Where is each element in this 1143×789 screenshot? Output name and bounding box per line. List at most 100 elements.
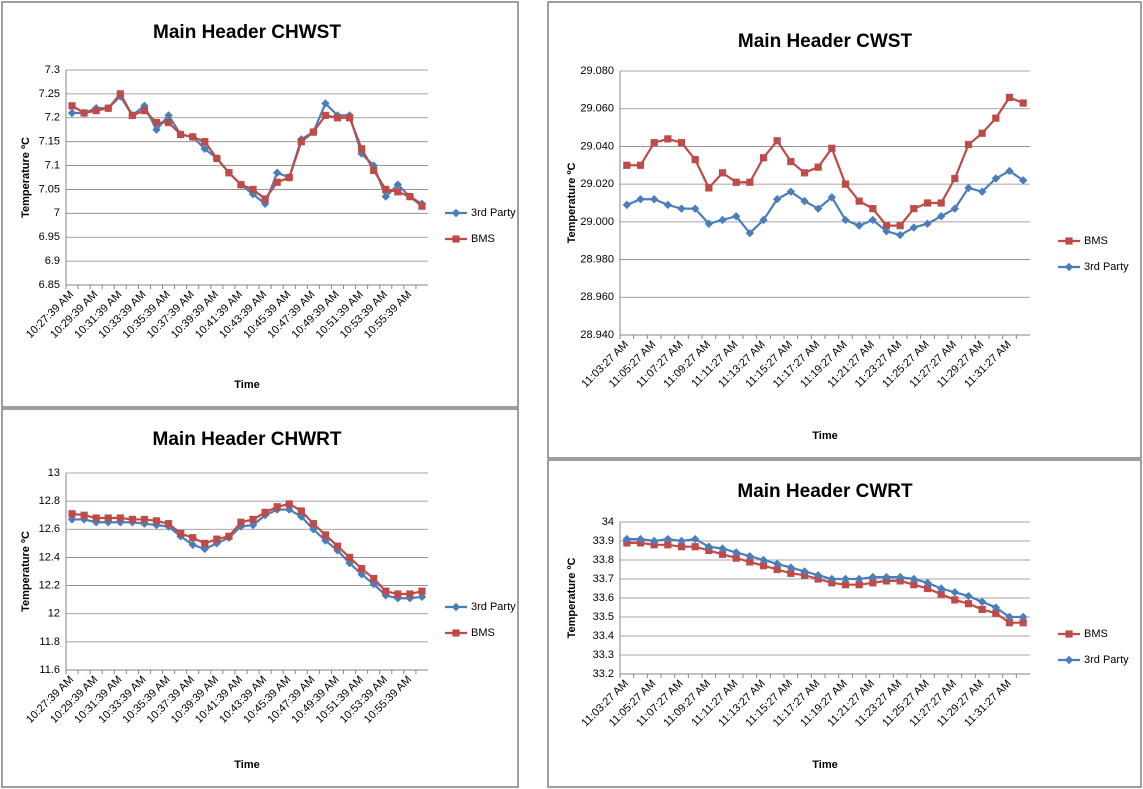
- legend-label: BMS: [471, 233, 495, 245]
- y-tick-label: 33.9: [593, 535, 614, 547]
- data-point: [964, 600, 973, 608]
- data-point: [663, 534, 673, 544]
- data-point: [731, 212, 741, 221]
- legend-marker: [452, 629, 460, 637]
- data-point: [382, 587, 390, 595]
- data-point: [370, 574, 378, 583]
- chart-title: Main Header CHWST: [153, 22, 341, 43]
- data-point: [746, 178, 754, 186]
- data-point: [177, 529, 185, 538]
- data-point: [991, 603, 1001, 612]
- data-point: [200, 144, 209, 154]
- chart-panel: [547, 1, 1142, 459]
- data-point: [636, 534, 645, 544]
- data-point: [164, 111, 173, 120]
- data-point: [128, 111, 136, 119]
- data-point: [691, 543, 699, 551]
- legend-label: 3rd Party: [471, 601, 516, 613]
- y-tick-label: 11.6: [39, 664, 60, 676]
- data-point: [936, 584, 946, 593]
- y-tick-label: 33.2: [593, 668, 614, 680]
- data-point: [772, 559, 782, 568]
- legend-marker: [451, 602, 461, 612]
- data-point: [152, 125, 161, 134]
- data-point: [732, 178, 740, 186]
- data-point: [1019, 619, 1027, 627]
- y-tick-label: 12.2: [39, 579, 60, 591]
- data-point: [321, 531, 330, 539]
- data-point: [869, 205, 877, 213]
- data-point: [677, 139, 686, 147]
- data-point: [1005, 166, 1014, 176]
- data-point: [910, 581, 918, 589]
- data-point: [841, 581, 850, 589]
- data-point: [937, 590, 945, 598]
- y-tick-label: 6.9: [45, 255, 60, 267]
- data-point: [636, 161, 645, 169]
- data-point: [950, 588, 960, 597]
- data-point: [140, 515, 149, 524]
- y-tick-label: 7: [54, 207, 60, 219]
- data-point: [152, 118, 161, 127]
- data-point: [68, 102, 76, 110]
- data-point: [882, 572, 891, 582]
- data-point: [827, 574, 837, 584]
- data-point: [189, 133, 197, 141]
- data-point: [718, 169, 727, 177]
- data-point: [393, 180, 403, 189]
- data-point: [164, 118, 173, 127]
- data-point: [664, 135, 672, 143]
- data-point: [745, 228, 755, 238]
- data-point: [237, 518, 245, 526]
- y-tick-label: 33.8: [593, 554, 614, 566]
- data-point: [745, 552, 755, 561]
- data-point: [358, 145, 366, 153]
- data-point: [1018, 176, 1028, 185]
- y-axis-title: Temperature ºC: [566, 558, 578, 639]
- y-tick-label: 29.040: [580, 140, 614, 152]
- data-point: [140, 107, 149, 115]
- data-point: [381, 192, 390, 201]
- data-point: [786, 187, 796, 196]
- legend-marker: [1065, 237, 1073, 245]
- data-point: [677, 204, 686, 213]
- data-point: [882, 222, 891, 230]
- data-point: [79, 515, 89, 524]
- legend-label: 3rd Party: [1084, 261, 1129, 273]
- data-point: [140, 519, 149, 528]
- data-point: [759, 555, 768, 565]
- data-point: [649, 536, 659, 546]
- data-point: [759, 562, 768, 570]
- data-point: [977, 187, 987, 196]
- data-point: [394, 188, 402, 196]
- data-point: [663, 200, 673, 210]
- y-axis-title: Temperature ºC: [20, 137, 32, 218]
- data-point: [814, 163, 822, 171]
- data-point: [677, 543, 686, 551]
- x-axis-title: Time: [812, 430, 837, 442]
- data-point: [394, 590, 402, 598]
- data-point: [868, 215, 878, 225]
- data-point: [718, 550, 727, 558]
- data-point: [164, 520, 173, 528]
- data-point: [854, 574, 864, 584]
- data-point: [345, 114, 354, 122]
- data-point: [67, 108, 77, 118]
- data-point: [116, 514, 124, 522]
- y-tick-label: 13: [48, 467, 60, 479]
- data-point: [786, 563, 796, 572]
- data-point: [213, 535, 221, 543]
- data-point: [249, 515, 257, 524]
- data-point: [333, 114, 342, 122]
- y-tick-label: 6.95: [39, 231, 60, 243]
- y-tick-label: 29.080: [580, 65, 614, 77]
- data-point: [128, 515, 136, 524]
- data-point: [636, 195, 645, 204]
- data-point: [369, 579, 378, 589]
- legend-label: BMS: [1084, 235, 1108, 247]
- y-axis-title: Temperature ºC: [20, 531, 32, 612]
- chart-title: Main Header CHWRT: [153, 429, 342, 450]
- data-point: [746, 558, 754, 566]
- legend-marker: [451, 208, 461, 218]
- data-point: [677, 536, 686, 546]
